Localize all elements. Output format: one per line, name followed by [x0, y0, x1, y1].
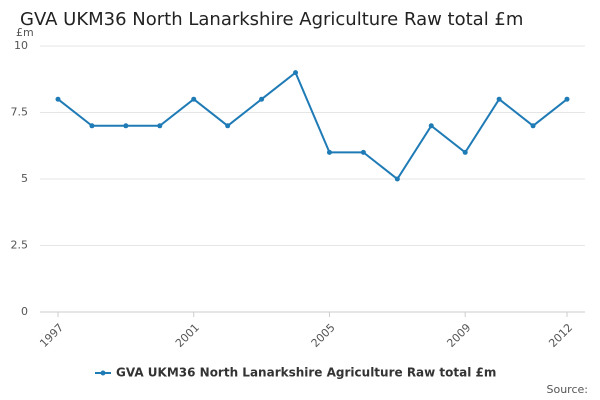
y-tick-label: 7.5 [11, 106, 29, 119]
x-tick-label: 1997 [37, 321, 66, 350]
point [564, 96, 570, 102]
point [55, 96, 61, 102]
y-tick-label: 5 [21, 172, 28, 185]
legend-marker [100, 370, 106, 376]
point [123, 123, 129, 129]
x-tick-label: 2009 [444, 321, 473, 350]
chart-title: GVA UKM36 North Lanarkshire Agriculture … [20, 9, 523, 30]
y-tick-label: 2.5 [11, 239, 29, 252]
x-tick-label: 2012 [546, 321, 575, 350]
point [428, 123, 434, 129]
point [293, 70, 299, 76]
point [326, 149, 332, 155]
point [157, 123, 163, 129]
point [225, 123, 231, 129]
point [89, 123, 95, 129]
y-axis-label: £m [16, 26, 34, 39]
series-line [57, 71, 568, 181]
point [394, 176, 400, 182]
legend-label: GVA UKM36 North Lanarkshire Agriculture … [116, 366, 496, 380]
point [259, 96, 265, 102]
point [360, 149, 366, 155]
point [191, 96, 197, 102]
point [496, 96, 502, 102]
x-tick-label: 2005 [309, 321, 338, 350]
point [530, 123, 536, 129]
y-tick-label: 0 [21, 305, 28, 318]
point [462, 149, 468, 155]
y-tick-label: 10 [14, 39, 28, 52]
x-tick-label: 2001 [173, 321, 202, 350]
source: Source: [547, 383, 589, 396]
